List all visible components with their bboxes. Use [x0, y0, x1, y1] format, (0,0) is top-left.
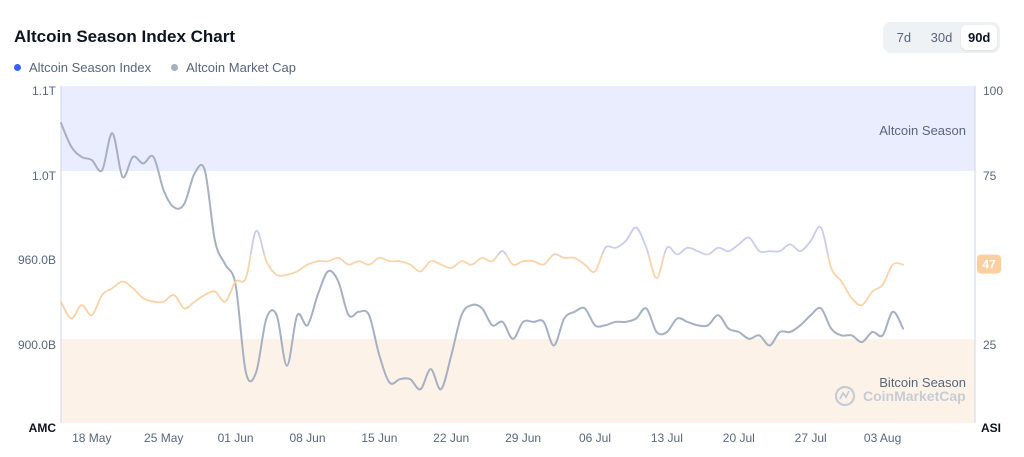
- bitcoin-season-label: Bitcoin Season: [879, 375, 966, 390]
- x-tick-label: 13 Jul: [651, 431, 683, 445]
- series-line-altcoin-season-index[interactable]: [60, 225, 904, 320]
- x-tick-label: 22 Jun: [433, 431, 469, 445]
- left-tick-label: 1.1T: [32, 84, 57, 98]
- x-tick-label: 20 Jul: [723, 431, 755, 445]
- bitcoin-season-zone: [61, 339, 975, 423]
- current-value-badge-text: 47: [982, 258, 996, 272]
- left-tick-label: 900.0B: [18, 338, 56, 352]
- current-value-badge: 47: [977, 254, 1001, 274]
- right-tick-label: 75: [983, 169, 997, 183]
- right-tick-label: 25: [983, 338, 997, 352]
- legend-label: Altcoin Season Index: [29, 60, 152, 75]
- series-line-altcoin-market-cap[interactable]: [60, 122, 905, 391]
- x-tick-label: 15 Jun: [361, 431, 397, 445]
- x-tick-label: 08 Jun: [289, 431, 325, 445]
- x-tick-label: 25 May: [144, 431, 183, 445]
- left-tick-label: 1.0T: [32, 169, 57, 183]
- range-90d-button[interactable]: 90d: [961, 25, 998, 50]
- range-7d-button[interactable]: 7d: [896, 30, 912, 45]
- right-tick-label: 100: [983, 84, 1003, 98]
- watermark-text: CoinMarketCap: [863, 388, 966, 404]
- legend-item-altcoin-market-cap[interactable]: Altcoin Market Cap: [171, 60, 296, 75]
- range-30d-button[interactable]: 30d: [930, 30, 953, 45]
- altcoin-season-zone: [61, 86, 975, 171]
- x-tick-label: 06 Jul: [579, 431, 611, 445]
- left-tick-label: 960.0B: [18, 253, 56, 267]
- x-tick-label: 27 Jul: [795, 431, 827, 445]
- altcoin-season-label: Altcoin Season: [879, 123, 966, 138]
- coinmarketcap-logo-icon: [834, 385, 856, 407]
- left-axis-unit: AMC: [29, 421, 57, 435]
- legend-dot-icon: [171, 64, 179, 71]
- x-axis-ticks: 18 May 25 May 01 Jun 08 Jun 15 Jun 22 Jun 29 J…: [72, 431, 901, 445]
- right-axis-unit: ASI: [981, 421, 1001, 435]
- chart-legend: Altcoin Season Index Altcoin Market Cap: [14, 60, 296, 75]
- legend-label: Altcoin Market Cap: [186, 60, 296, 75]
- x-tick-label: 18 May: [72, 431, 111, 445]
- x-tick-label: 01 Jun: [218, 431, 254, 445]
- x-tick-label: 03 Aug: [864, 431, 901, 445]
- legend-item-altcoin-season-index[interactable]: Altcoin Season Index: [14, 60, 151, 75]
- legend-dot-icon: [14, 64, 21, 71]
- x-tick-label: 29 Jun: [505, 431, 541, 445]
- time-range-selector: 7d 30d 90d: [883, 22, 1000, 53]
- page-title: Altcoin Season Index Chart: [14, 27, 236, 46]
